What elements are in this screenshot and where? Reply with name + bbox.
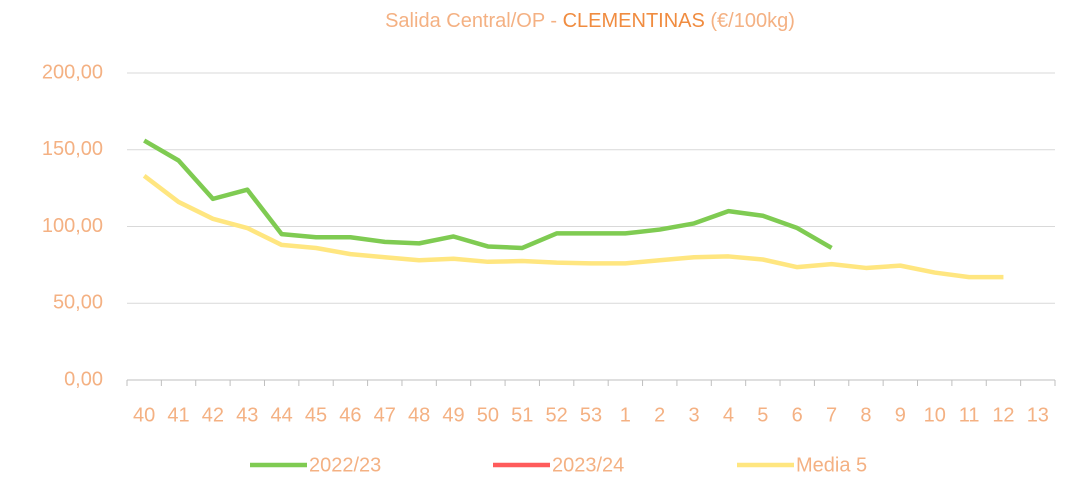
x-tick-label: 5 xyxy=(757,404,768,426)
x-tick-label: 42 xyxy=(202,404,224,426)
chart-title: Salida Central/OP - CLEMENTINAS (€/100kg… xyxy=(385,10,795,32)
x-tick-label: 49 xyxy=(442,404,464,426)
x-tick-label: 51 xyxy=(511,404,533,426)
x-tick-label: 4 xyxy=(723,404,734,426)
x-tick-label: 50 xyxy=(477,404,499,426)
y-tick-label: 0,00 xyxy=(64,368,103,390)
legend-label: 2023/24 xyxy=(552,454,624,476)
x-tick-label: 8 xyxy=(860,404,871,426)
x-tick-label: 10 xyxy=(924,404,946,426)
x-tick-label: 45 xyxy=(305,404,327,426)
x-tick-label: 2 xyxy=(654,404,665,426)
x-tick-label: 11 xyxy=(959,404,980,426)
y-tick-label: 50,00 xyxy=(53,292,103,314)
y-tick-label: 200,00 xyxy=(42,61,103,83)
x-tick-label: 43 xyxy=(236,404,258,426)
x-tick-label: 6 xyxy=(792,404,803,426)
legend-label: 2022/23 xyxy=(309,454,381,476)
x-tick-label: 3 xyxy=(689,404,700,426)
series-line xyxy=(143,138,833,251)
y-tick-label: 150,00 xyxy=(42,138,103,160)
x-tick-label: 48 xyxy=(408,404,430,426)
y-tick-label: 100,00 xyxy=(42,215,103,237)
x-tick-label: 41 xyxy=(167,404,189,426)
x-tick-label: 13 xyxy=(1027,404,1049,426)
title-part: Salida Central/OP - xyxy=(385,10,563,32)
title-part: (€/100kg) xyxy=(705,10,795,32)
x-tick-label: 40 xyxy=(133,404,155,426)
x-tick-label: 47 xyxy=(374,404,396,426)
series-line xyxy=(142,174,1004,280)
x-tick-label: 46 xyxy=(339,404,361,426)
x-tick-label: 1 xyxy=(620,404,631,426)
x-tick-label: 7 xyxy=(826,404,837,426)
x-tick-label: 44 xyxy=(271,404,293,426)
title-part: CLEMENTINAS xyxy=(563,10,705,32)
x-tick-label: 53 xyxy=(580,404,602,426)
x-tick-label: 9 xyxy=(895,404,906,426)
x-tick-label: 52 xyxy=(546,404,568,426)
x-tick-label: 12 xyxy=(992,404,1014,426)
legend-label: Media 5 xyxy=(796,454,867,476)
